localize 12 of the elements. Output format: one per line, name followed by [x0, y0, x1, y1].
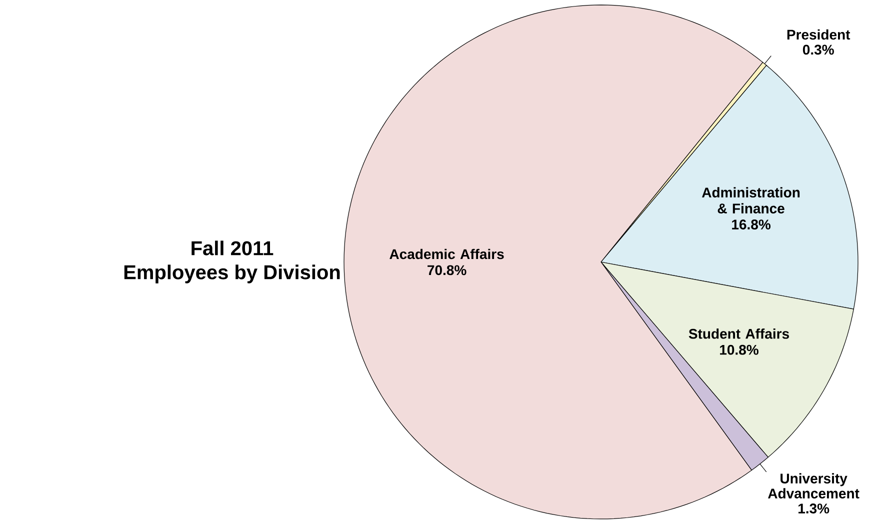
slice-label: University Advancement [768, 473, 860, 498]
slice-label: President [787, 29, 850, 40]
text: Employees by Division [124, 264, 340, 284]
slice-label: Academic Affairs [390, 248, 504, 260]
data-label: 70.8% [428, 265, 466, 276]
data-label: 0.3% [802, 44, 834, 55]
data-label: 1.3% [798, 504, 830, 514]
data-label: 10.8% [720, 344, 758, 355]
data-label: 16.8% [732, 220, 771, 230]
text: Fall 2011 [192, 240, 274, 256]
slice-label: Student Affairs [688, 328, 789, 339]
slice-label: Administration & Finance [702, 187, 800, 214]
